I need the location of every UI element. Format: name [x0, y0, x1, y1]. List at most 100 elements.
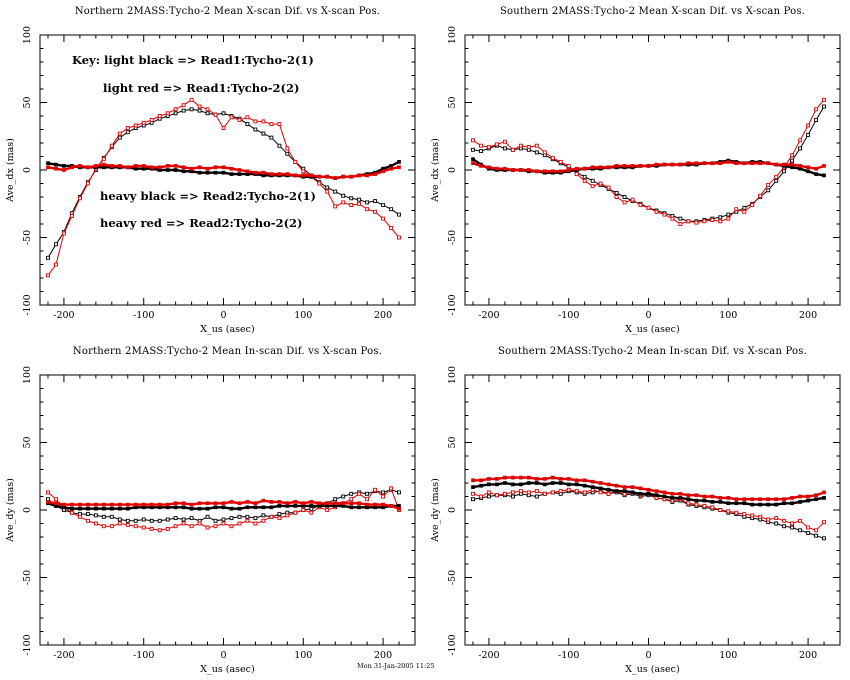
data-point-marker — [357, 201, 362, 206]
data-point-marker — [309, 510, 314, 515]
data-point-marker — [181, 108, 186, 113]
data-point-marker — [566, 487, 571, 492]
data-point-marker — [54, 166, 58, 171]
data-point-marker — [542, 482, 547, 487]
data-point-marker — [798, 146, 803, 151]
chart-southern-xscan: -200 -100 0 100 200 -100 -50 0 50 100 Southern 2MA… — [430, 6, 841, 335]
data-point-marker — [333, 176, 338, 180]
data-point-marker — [822, 173, 826, 178]
data-point-marker — [61, 231, 66, 236]
legend-key-line: heavy black => Read2:Tycho-2(1) — [100, 189, 316, 203]
data-point-marker — [774, 178, 779, 183]
data-point-marker — [293, 159, 298, 164]
data-point-marker — [173, 111, 178, 116]
data-point-marker — [638, 164, 643, 168]
x-tick-label: -100 — [133, 310, 154, 321]
data-point-marker — [277, 504, 282, 508]
data-point-marker — [197, 165, 202, 170]
y-tick-label: 50 — [22, 436, 33, 448]
data-point-marker — [373, 502, 377, 507]
data-point-marker — [702, 161, 707, 166]
y-tick-label: -100 — [447, 294, 458, 315]
data-point-marker — [261, 131, 266, 136]
data-point-marker — [133, 524, 138, 529]
data-point-marker — [301, 508, 306, 512]
x-tick-label: 200 — [374, 650, 392, 661]
data-point-marker — [614, 164, 619, 168]
data-point-marker — [245, 505, 250, 510]
data-point-marker — [70, 502, 74, 507]
data-point-marker — [622, 200, 627, 205]
data-point-marker — [285, 146, 290, 151]
legend-key-line: Key: light black => Read1:Tycho-2(1) — [72, 53, 314, 67]
data-point-marker — [590, 485, 595, 489]
data-point-marker — [534, 481, 539, 485]
data-point-marker — [261, 119, 266, 124]
data-point-marker — [221, 111, 226, 116]
data-point-marker — [734, 207, 739, 212]
data-point-marker — [479, 164, 483, 168]
y-tick-label: -50 — [447, 230, 458, 245]
data-point-marker — [662, 212, 667, 217]
x-tick-label: 0 — [220, 650, 226, 661]
data-point-marker — [213, 170, 218, 175]
data-point-marker — [694, 498, 699, 503]
data-point-marker — [790, 501, 794, 506]
data-point-marker — [798, 494, 802, 499]
data-point-marker — [149, 118, 154, 122]
data-point-marker — [197, 521, 202, 526]
data-point-marker — [189, 107, 194, 112]
data-point-marker — [165, 517, 170, 522]
data-point-marker — [341, 174, 346, 179]
data-point-marker — [173, 164, 178, 168]
data-point-marker — [77, 196, 82, 201]
data-point-marker — [582, 490, 587, 495]
data-point-marker — [471, 485, 475, 489]
data-point-marker — [317, 501, 322, 506]
data-point-marker — [542, 150, 547, 155]
data-point-marker — [678, 496, 683, 500]
data-point-marker — [333, 204, 338, 209]
data-point-marker — [598, 481, 603, 485]
data-point-marker — [566, 168, 571, 172]
data-point-marker — [253, 505, 258, 510]
data-point-marker — [349, 505, 354, 510]
data-point-marker — [574, 172, 579, 177]
data-point-marker — [157, 518, 162, 523]
data-point-marker — [54, 497, 58, 502]
data-point-marker — [197, 506, 202, 511]
data-point-marker — [614, 489, 619, 493]
data-point-marker — [574, 482, 579, 487]
data-point-marker — [221, 165, 226, 170]
data-point-marker — [85, 181, 90, 186]
data-point-marker — [542, 169, 547, 174]
data-point-marker — [117, 502, 122, 507]
data-point-marker — [205, 514, 210, 519]
series-line-light-red — [47, 99, 400, 276]
data-point-marker — [782, 162, 786, 167]
data-point-marker — [181, 165, 186, 170]
data-point-marker — [78, 164, 82, 168]
data-point-marker — [646, 164, 651, 168]
data-point-marker — [550, 169, 555, 174]
data-point-marker — [173, 505, 178, 510]
data-point-marker — [822, 490, 826, 495]
data-point-marker — [670, 216, 675, 221]
data-point-marker — [109, 164, 114, 168]
data-point-marker — [213, 518, 218, 523]
data-point-marker — [237, 172, 242, 176]
data-point-marker — [109, 514, 114, 519]
data-point-marker — [758, 514, 763, 519]
data-point-marker — [550, 490, 555, 495]
data-point-marker — [349, 174, 354, 179]
data-point-marker — [590, 479, 595, 484]
data-point-marker — [822, 536, 826, 541]
data-point-marker — [117, 164, 122, 168]
data-point-marker — [471, 491, 475, 496]
data-point-marker — [157, 165, 162, 170]
x-tick-label: 200 — [799, 310, 817, 321]
data-point-marker — [702, 494, 707, 499]
data-point-marker — [662, 490, 667, 495]
data-point-marker — [622, 195, 627, 199]
